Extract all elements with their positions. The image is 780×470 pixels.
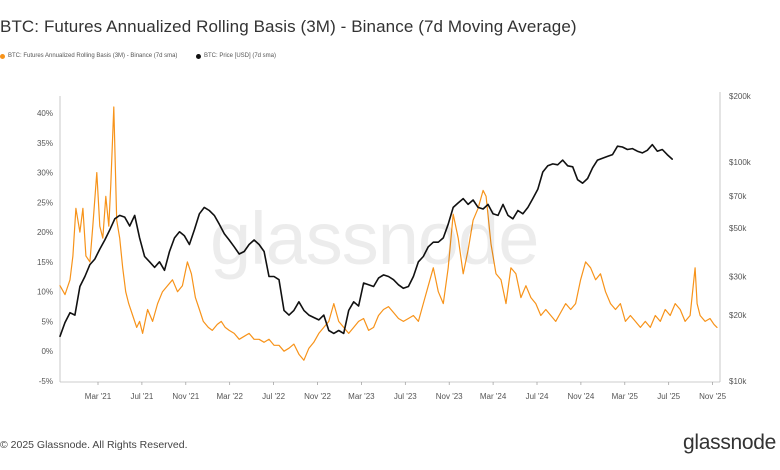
left-axis-tick-label: -5% bbox=[39, 377, 53, 386]
legend-label-price: BTC: Price [USD] (7d sma) bbox=[204, 53, 277, 59]
left-axis-ticks: -5% 0% 5% 10% 15% 20% 25% 30% 35% 40% bbox=[37, 109, 53, 386]
right-axis-tick-label: $20k bbox=[729, 311, 747, 320]
x-axis-tick-label: Jul '22 bbox=[262, 392, 285, 401]
chart-title: BTC: Futures Annualized Rolling Basis (3… bbox=[0, 17, 577, 36]
x-axis-ticks: Mar '21 Jul '21 Nov '21 Mar '22 Jul '22 Nov '… bbox=[85, 382, 727, 401]
right-axis-tick-label: $30k bbox=[729, 272, 747, 281]
x-axis-tick-label: Mar '23 bbox=[348, 392, 375, 401]
x-axis-tick-label: Mar '25 bbox=[612, 392, 639, 401]
price-series-line bbox=[59, 143, 673, 338]
x-axis-tick-label: Mar '24 bbox=[480, 392, 507, 401]
right-axis-tick-label: $100k bbox=[729, 158, 752, 167]
left-axis-tick-label: 25% bbox=[37, 198, 53, 207]
left-axis-tick-label: 15% bbox=[37, 258, 53, 267]
left-axis-tick-label: 5% bbox=[41, 317, 53, 326]
left-axis-tick-label: 30% bbox=[37, 169, 53, 178]
x-axis-tick-label: Nov '22 bbox=[304, 392, 331, 401]
right-axis-ticks: $10k $20k $30k $50k $70k $100k $200k bbox=[729, 92, 752, 386]
series-lines bbox=[59, 106, 718, 361]
right-axis-tick-label: $70k bbox=[729, 192, 747, 201]
x-axis-tick-label: Nov '24 bbox=[567, 392, 594, 401]
left-axis-tick-label: 20% bbox=[37, 228, 53, 237]
left-axis-tick-label: 40% bbox=[37, 109, 53, 118]
right-axis-tick-label: $200k bbox=[729, 92, 752, 101]
right-axis-tick-label: $10k bbox=[729, 377, 747, 386]
x-axis-tick-label: Jul '21 bbox=[130, 392, 153, 401]
legend-item-basis[interactable]: BTC: Futures Annualized Rolling Basis (3… bbox=[0, 53, 177, 59]
x-axis-tick-label: Jul '25 bbox=[657, 392, 680, 401]
left-axis-tick-label: 35% bbox=[37, 139, 53, 148]
x-axis-tick-label: Nov '25 bbox=[699, 392, 726, 401]
legend-dot-price-icon bbox=[196, 53, 201, 59]
x-axis-tick-label: Jul '24 bbox=[526, 392, 549, 401]
copyright-text: © 2025 Glassnode. All Rights Reserved. bbox=[0, 439, 188, 451]
brand-logo: glassnode bbox=[683, 431, 777, 454]
x-axis-tick-label: Nov '23 bbox=[436, 392, 463, 401]
grid-lines bbox=[59, 92, 721, 383]
x-axis-tick-label: Nov '21 bbox=[172, 392, 199, 401]
legend-dot-basis-icon bbox=[0, 53, 5, 59]
legend-label-basis: BTC: Futures Annualized Rolling Basis (3… bbox=[8, 53, 178, 59]
x-axis-tick-label: Jul '23 bbox=[394, 392, 417, 401]
left-axis-tick-label: 10% bbox=[37, 288, 53, 297]
right-axis-tick-label: $50k bbox=[729, 224, 747, 233]
x-axis-tick-label: Mar '21 bbox=[85, 392, 112, 401]
left-axis-tick-label: 0% bbox=[41, 347, 53, 356]
basis-series-line bbox=[59, 106, 718, 361]
legend-item-price[interactable]: BTC: Price [USD] (7d sma) bbox=[196, 53, 276, 59]
x-axis-tick-label: Mar '22 bbox=[216, 392, 243, 401]
